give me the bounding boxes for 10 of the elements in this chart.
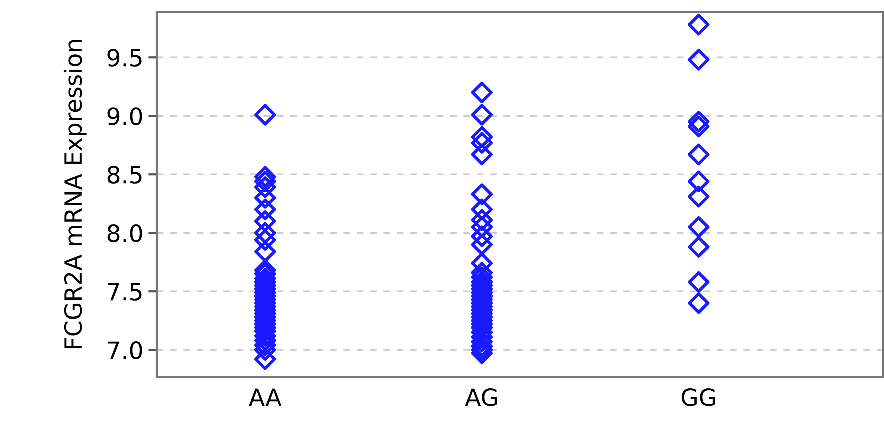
y-tick-label: 9.0 — [108, 108, 142, 126]
y-tick-label: 7.0 — [108, 342, 142, 360]
y-tick-label: 8.5 — [108, 166, 142, 184]
x-tick-label: AA — [249, 388, 282, 406]
y-tick-label: 9.5 — [108, 49, 142, 67]
x-tick-label: GG — [682, 388, 716, 406]
x-tick-label: AG — [465, 388, 498, 406]
y-axis-title: FCGR2A mRNA Expression — [64, 40, 87, 348]
y-tick-label: 8.0 — [108, 224, 142, 242]
y-tick-label: 7.5 — [108, 283, 142, 301]
